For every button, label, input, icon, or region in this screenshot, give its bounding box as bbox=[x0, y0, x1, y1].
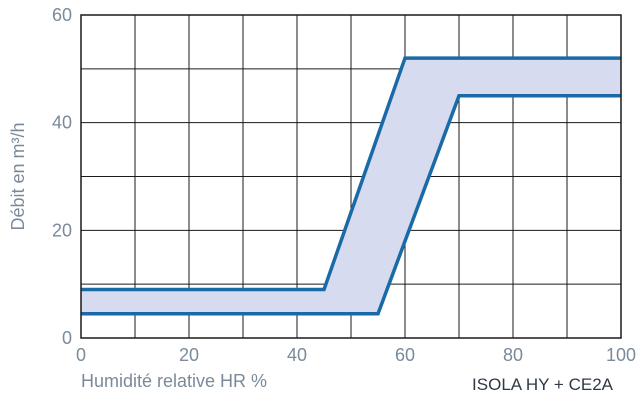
y-tick-label: 20 bbox=[52, 220, 72, 240]
y-axis-title: Débit en m³/h bbox=[8, 122, 28, 230]
chart-caption: ISOLA HY + CE2A bbox=[472, 375, 614, 394]
x-tick-label: 60 bbox=[395, 345, 415, 365]
y-tick-labels: 0 20 40 60 bbox=[52, 5, 72, 348]
series-group bbox=[81, 56, 621, 316]
plot-frame bbox=[80, 14, 622, 339]
x-tick-label: 0 bbox=[76, 345, 86, 365]
x-tick-labels: 0 20 40 60 80 100 bbox=[76, 345, 636, 365]
x-axis-title: Humidité relative HR % bbox=[81, 371, 267, 391]
x-tick-label: 80 bbox=[503, 345, 523, 365]
x-tick-label: 100 bbox=[606, 345, 636, 365]
series-line-upper bbox=[81, 56, 621, 292]
y-tick-label: 0 bbox=[62, 328, 72, 348]
x-tick-label: 40 bbox=[287, 345, 307, 365]
x-tick-label: 20 bbox=[179, 345, 199, 365]
envelope-band bbox=[81, 58, 621, 314]
y-tick-label: 40 bbox=[52, 113, 72, 133]
series-line-lower bbox=[81, 94, 621, 316]
y-tick-label: 60 bbox=[52, 5, 72, 25]
